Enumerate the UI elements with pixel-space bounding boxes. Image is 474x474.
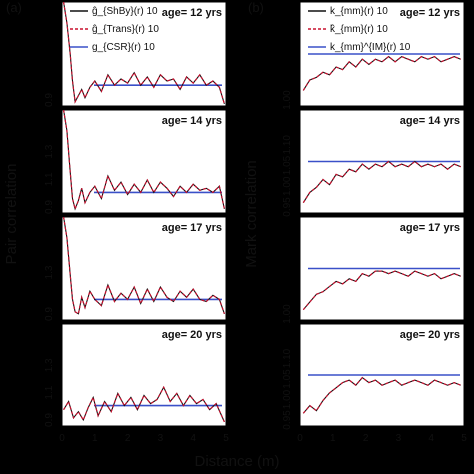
age-label: age= 12 yrs <box>162 7 222 19</box>
panel-letter: (b) <box>248 0 264 15</box>
age-label: age= 12 yrs <box>400 7 460 19</box>
panel-1-2 <box>299 216 465 321</box>
series-solid-line <box>63 216 225 315</box>
y-tick-label: 1.05 <box>282 155 293 175</box>
x-tick-label: 1 <box>330 433 336 444</box>
legend-entry: k_{mm}(r) 10 <box>330 6 388 17</box>
panel-0-3 <box>61 323 227 427</box>
y-axis-label: Mark correlation <box>243 160 260 268</box>
series-dashed-line <box>302 270 461 311</box>
panel-1-0 <box>299 1 465 107</box>
series-dashed-line <box>63 1 225 105</box>
series-dashed-line <box>63 109 225 211</box>
y-tick-label: 1.00 <box>282 389 293 409</box>
x-tick-label: 0 <box>297 433 303 444</box>
panel-1-1 <box>299 109 465 214</box>
series-dashed-line <box>302 376 461 414</box>
series-dashed-line <box>63 385 225 423</box>
y-tick-label: 1.3 <box>44 358 55 372</box>
series-dashed-line <box>302 160 461 204</box>
y-axis-label: Pair correlation <box>3 164 20 265</box>
y-tick-label: 1.10 <box>282 135 293 155</box>
age-label: age= 14 yrs <box>162 115 222 127</box>
x-tick-label: 0 <box>59 433 65 444</box>
x-tick-label: 4 <box>190 433 196 444</box>
x-tick-label: 3 <box>158 433 164 444</box>
x-axis-label: Distance (m) <box>194 453 279 470</box>
age-label: age= 17 yrs <box>400 222 460 234</box>
y-tick-label: 0.9 <box>44 200 55 214</box>
y-tick-label: 0.9 <box>44 413 55 427</box>
panel-0-0 <box>61 1 227 107</box>
y-tick-label: 1.10 <box>282 348 293 368</box>
legend-entry: ĝ_{ShBy}(r) 10 <box>92 6 158 17</box>
x-tick-label: 1 <box>92 433 98 444</box>
y-tick-label: 0.9 <box>44 307 55 321</box>
y-tick-label: 1.00 <box>282 304 293 324</box>
legend-entry: k̂_{mm}(r) 10 <box>330 23 388 35</box>
y-tick-label: 0.9 <box>44 93 55 107</box>
x-tick-label: 3 <box>396 433 402 444</box>
x-tick-label: 4 <box>428 433 434 444</box>
panel-0-1 <box>61 109 227 214</box>
y-tick-label: 1.00 <box>282 176 293 196</box>
y-tick-label: 1.1 <box>44 172 55 186</box>
y-tick-label: 0.95 <box>282 410 293 430</box>
y-tick-label: 1.3 <box>44 265 55 279</box>
x-tick-label: 5 <box>223 433 229 444</box>
panel-letter: (a) <box>6 0 22 15</box>
panel-frame <box>61 109 227 214</box>
legend-entry: k_{mm}^{IM}(r) 10 <box>330 42 411 53</box>
panel-1-3 <box>299 323 465 427</box>
y-tick-label: 1.05 <box>282 369 293 389</box>
x-tick-label: 2 <box>125 433 131 444</box>
legend-entry: g_{CSR}(r) 10 <box>92 42 155 53</box>
y-tick-label: 1.1 <box>44 385 55 399</box>
x-tick-label: 2 <box>363 433 369 444</box>
age-label: age= 17 yrs <box>162 222 222 234</box>
legend-entry: ĝ_{Trans}(r) 10 <box>92 24 159 35</box>
y-tick-label: 0.95 <box>282 197 293 217</box>
panel-frame <box>61 323 227 427</box>
age-label: age= 20 yrs <box>162 329 222 341</box>
panel-frame <box>61 216 227 321</box>
panel-0-2 <box>61 216 227 321</box>
age-label: age= 20 yrs <box>400 329 460 341</box>
y-tick-label: 1.3 <box>44 144 55 158</box>
x-tick-label: 5 <box>461 433 467 444</box>
age-label: age= 14 yrs <box>400 115 460 127</box>
series-dashed-line <box>302 55 461 91</box>
y-tick-label: 1.00 <box>282 90 293 110</box>
